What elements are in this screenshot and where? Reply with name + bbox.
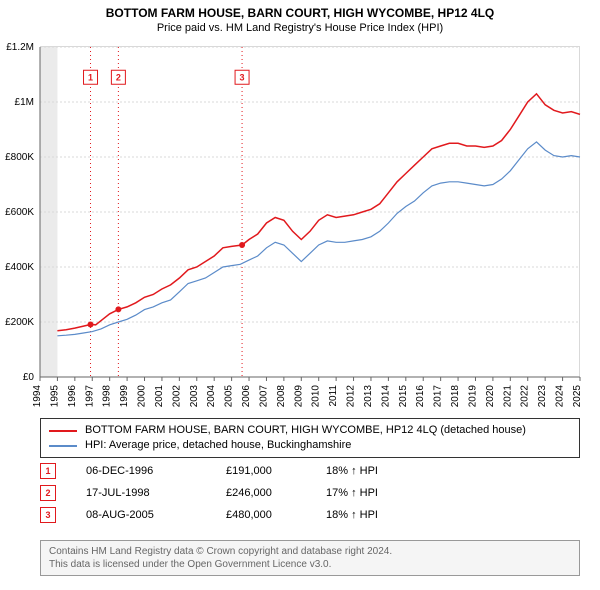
svg-text:£400K: £400K (5, 262, 34, 273)
chart-subtitle: Price paid vs. HM Land Registry's House … (0, 22, 600, 34)
x-tick-label: 2012 (346, 385, 357, 408)
legend-row: BOTTOM FARM HOUSE, BARN COURT, HIGH WYCO… (49, 423, 571, 438)
chart-svg: £0£200K£400K£600K£800K£1M£1.2M1994199519… (40, 47, 580, 417)
x-tick-label: 1996 (67, 385, 78, 408)
x-tick-label: 2018 (450, 385, 461, 408)
x-tick-label: 2019 (467, 385, 478, 408)
footer-attribution: Contains HM Land Registry data © Crown c… (40, 540, 580, 576)
marker-price: £480,000 (226, 509, 296, 521)
figure-container: BOTTOM FARM HOUSE, BARN COURT, HIGH WYCO… (0, 0, 600, 590)
x-tick-label: 2007 (258, 385, 269, 408)
marker-hpi: 18% ↑ HPI (326, 465, 416, 477)
legend-box: BOTTOM FARM HOUSE, BARN COURT, HIGH WYCO… (40, 418, 580, 458)
x-tick-label: 2009 (293, 385, 304, 408)
svg-text:£200K: £200K (5, 317, 34, 328)
marker-id-box: 3 (40, 507, 56, 523)
x-tick-label: 1995 (49, 385, 60, 408)
x-tick-label: 2001 (154, 385, 165, 408)
x-tick-label: 2025 (572, 385, 583, 408)
x-tick-label: 1999 (119, 385, 130, 408)
x-tick-label: 2000 (137, 385, 148, 408)
x-tick-label: 2002 (171, 385, 182, 408)
x-tick-label: 2005 (224, 385, 235, 408)
svg-text:£1M: £1M (15, 97, 34, 108)
x-tick-label: 2003 (189, 385, 200, 408)
x-tick-label: 2011 (328, 385, 339, 407)
x-tick-label: 2023 (537, 385, 548, 408)
x-tick-label: 2021 (502, 385, 513, 408)
marker-row: 1 06-DEC-1996 £191,000 18% ↑ HPI (40, 460, 580, 482)
marker-row: 2 17-JUL-1998 £246,000 17% ↑ HPI (40, 482, 580, 504)
svg-text:£0: £0 (23, 372, 35, 383)
marker-date: 06-DEC-1996 (86, 465, 196, 477)
x-tick-label: 2006 (241, 385, 252, 408)
marker-id-box: 2 (40, 485, 56, 501)
x-tick-label: 2010 (311, 385, 322, 408)
x-tick-label: 2024 (555, 385, 566, 408)
legend-label: BOTTOM FARM HOUSE, BARN COURT, HIGH WYCO… (85, 423, 526, 438)
title-block: BOTTOM FARM HOUSE, BARN COURT, HIGH WYCO… (0, 0, 600, 34)
x-tick-label: 2017 (433, 385, 444, 408)
marker-date: 17-JUL-1998 (86, 487, 196, 499)
x-tick-label: 2014 (380, 385, 391, 408)
x-tick-label: 1997 (84, 385, 95, 408)
svg-text:2: 2 (116, 72, 121, 82)
footer-line-2: This data is licensed under the Open Gov… (49, 558, 571, 571)
x-tick-label: 2013 (363, 385, 374, 408)
svg-text:£600K: £600K (5, 207, 34, 218)
legend-swatch (49, 430, 77, 432)
legend-swatch (49, 445, 77, 447)
x-tick-label: 1994 (32, 385, 43, 408)
marker-hpi: 17% ↑ HPI (326, 487, 416, 499)
marker-price: £246,000 (226, 487, 296, 499)
legend-row: HPI: Average price, detached house, Buck… (49, 438, 571, 453)
marker-id-box: 1 (40, 463, 56, 479)
marker-hpi: 18% ↑ HPI (326, 509, 416, 521)
x-tick-label: 2004 (206, 385, 217, 408)
svg-text:£1.2M: £1.2M (6, 42, 34, 53)
series-hpi (57, 142, 580, 336)
legend-label: HPI: Average price, detached house, Buck… (85, 438, 351, 453)
x-tick-label: 1998 (102, 385, 113, 408)
marker-price: £191,000 (226, 465, 296, 477)
x-tick-label: 2008 (276, 385, 287, 408)
chart-area: £0£200K£400K£600K£800K£1M£1.2M1994199519… (40, 46, 580, 376)
chart-title: BOTTOM FARM HOUSE, BARN COURT, HIGH WYCO… (0, 6, 600, 20)
svg-text:1: 1 (88, 72, 93, 82)
svg-text:£800K: £800K (5, 152, 34, 163)
marker-table: 1 06-DEC-1996 £191,000 18% ↑ HPI 2 17-JUL-199… (40, 460, 580, 526)
x-tick-label: 2016 (415, 385, 426, 408)
marker-row: 3 08-AUG-2005 £480,000 18% ↑ HPI (40, 504, 580, 526)
footer-line-1: Contains HM Land Registry data © Crown c… (49, 545, 571, 558)
svg-text:3: 3 (240, 72, 245, 82)
marker-date: 08-AUG-2005 (86, 509, 196, 521)
x-tick-label: 2020 (485, 385, 496, 408)
x-tick-label: 2015 (398, 385, 409, 408)
x-tick-label: 2022 (520, 385, 531, 408)
